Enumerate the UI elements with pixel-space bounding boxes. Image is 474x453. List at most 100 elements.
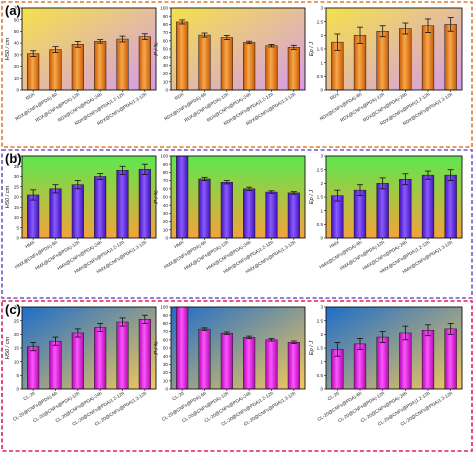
panel-label: (b) bbox=[5, 151, 22, 166]
bar bbox=[71, 332, 84, 390]
tick-label-y: 15 bbox=[14, 205, 20, 210]
bar bbox=[421, 174, 435, 239]
bar bbox=[399, 28, 412, 91]
tick-label-y: 30 bbox=[14, 52, 20, 57]
tick-label-y: 40 bbox=[14, 154, 20, 159]
chart-1-1: HMXHMX@CNFs@PDA)-6hHMX@CNFs@PDA)-12hHMX@… bbox=[154, 154, 306, 274]
chart-1-0: HMXHMX@CNFs@PDA)-6hHMX@CNFs@PDA)-12hHMX@… bbox=[5, 154, 157, 274]
tick-label-y: 80 bbox=[163, 170, 169, 175]
tick-label-y: 70 bbox=[14, 6, 20, 11]
tick-label-y: 100 bbox=[160, 305, 168, 310]
tick-label-y: 2.5 bbox=[317, 167, 324, 172]
y-axis-label: Ep / J bbox=[309, 190, 315, 205]
tick-label-y: 2.5 bbox=[317, 19, 324, 24]
tick-label-y: 30 bbox=[14, 305, 20, 310]
bar bbox=[243, 42, 256, 91]
bar bbox=[444, 174, 457, 239]
tick-label-x: CL-20 bbox=[22, 390, 36, 401]
tick-label-x: CL-20 bbox=[171, 390, 185, 401]
bar bbox=[243, 337, 256, 390]
y-axis-label: H50 / cm bbox=[5, 185, 11, 208]
plot-background bbox=[171, 307, 305, 389]
bar bbox=[353, 189, 367, 239]
bar bbox=[287, 342, 300, 390]
bar bbox=[71, 44, 84, 91]
bar bbox=[116, 170, 129, 239]
bar bbox=[376, 30, 389, 91]
tick-label-y: 20 bbox=[14, 64, 20, 69]
panel-frame bbox=[1, 1, 473, 148]
bar bbox=[176, 306, 189, 390]
tick-label-y: 3 bbox=[320, 305, 323, 310]
bar bbox=[49, 188, 62, 239]
tick-label-y: 40 bbox=[14, 41, 20, 46]
tick-label-y: 30 bbox=[163, 63, 169, 68]
bar bbox=[444, 24, 457, 91]
tick-label-y: 0 bbox=[165, 88, 168, 93]
bar bbox=[220, 181, 233, 239]
tick-label-y: 1.5 bbox=[317, 47, 324, 52]
tick-label-y: 10 bbox=[14, 76, 20, 81]
tick-label-y: 10 bbox=[14, 359, 20, 364]
tick-label-y: 60 bbox=[163, 38, 169, 43]
tick-label-y: 50 bbox=[163, 47, 169, 52]
tick-label-y: 70 bbox=[163, 30, 169, 35]
panel-2: (c)CL-20CL-20@CNFs@PDA)-6hCL-20@CNFs@PDA… bbox=[1, 300, 473, 452]
tick-label-y: 35 bbox=[14, 164, 20, 169]
bar bbox=[399, 178, 412, 239]
tick-label-y: 30 bbox=[163, 362, 169, 367]
bar bbox=[265, 45, 278, 91]
bar bbox=[353, 343, 367, 390]
bar bbox=[376, 183, 389, 239]
tick-label-y: 60 bbox=[163, 337, 169, 342]
tick-label-y: 5 bbox=[16, 225, 19, 230]
panel-1: (b)HMXHMX@CNFs@PDA)-6hHMX@CNFs@PDA)-12hH… bbox=[1, 149, 473, 299]
tick-label-y: 5 bbox=[16, 373, 19, 378]
bar bbox=[27, 194, 40, 239]
y-axis-label: H50 / cm bbox=[5, 336, 11, 359]
tick-label-y: 1.5 bbox=[317, 195, 324, 200]
tick-label-y: 50 bbox=[163, 346, 169, 351]
bar bbox=[94, 41, 107, 91]
bar bbox=[220, 332, 233, 390]
bar bbox=[116, 38, 129, 91]
bar bbox=[138, 169, 151, 239]
tick-label-y: 0 bbox=[16, 236, 19, 241]
bar bbox=[287, 192, 300, 239]
chart-0-0: RDXRDX@CNFs@PDA)-6hRDX@CNFs@PDA)-12hRDX@… bbox=[5, 6, 157, 126]
tick-label-y: 20 bbox=[14, 195, 20, 200]
tick-label-y: 90 bbox=[163, 14, 169, 19]
bar bbox=[198, 178, 211, 239]
panel-label: (c) bbox=[5, 302, 21, 317]
y-axis-label: Ep / J bbox=[309, 42, 315, 57]
chart-1-2: HMXHMX@CNFs@PDA)-6hHMX@CNFs@PDA)-12hHMX@… bbox=[309, 154, 463, 274]
bar bbox=[287, 47, 300, 91]
bar bbox=[444, 328, 457, 390]
plot-background bbox=[171, 8, 305, 90]
plot-background bbox=[326, 307, 462, 389]
tick-label-x: CL-20 bbox=[327, 390, 341, 401]
panel-frame bbox=[1, 300, 473, 452]
tick-label-y: 0.5 bbox=[317, 74, 324, 79]
bar bbox=[399, 332, 412, 390]
plot-background bbox=[22, 8, 156, 90]
tick-label-y: 0 bbox=[16, 88, 19, 93]
panel-0: (a)RDXRDX@CNFs@PDA)-6hRDX@CNFs@PDA)-12hR… bbox=[1, 1, 473, 148]
bar bbox=[49, 340, 62, 390]
bar bbox=[27, 53, 40, 91]
tick-label-y: 0 bbox=[165, 236, 168, 241]
tick-label-y: 3 bbox=[320, 6, 323, 11]
bar bbox=[116, 321, 129, 390]
tick-label-y: 2 bbox=[320, 181, 323, 186]
tick-label-y: 0 bbox=[320, 236, 323, 241]
tick-label-y: 1 bbox=[320, 60, 323, 65]
bar bbox=[49, 49, 62, 91]
bar bbox=[265, 191, 278, 239]
bar bbox=[220, 37, 233, 91]
tick-label-x: HMX bbox=[24, 240, 35, 250]
tick-label-y: 30 bbox=[163, 211, 169, 216]
tick-label-y: 25 bbox=[14, 184, 20, 189]
chart-0-1: RDXRDX@CNFs@PDA)-6hRDX@CNFs@PDA)-12hRDX@… bbox=[154, 6, 306, 126]
tick-label-y: 0.5 bbox=[317, 222, 324, 227]
bar bbox=[265, 339, 278, 390]
